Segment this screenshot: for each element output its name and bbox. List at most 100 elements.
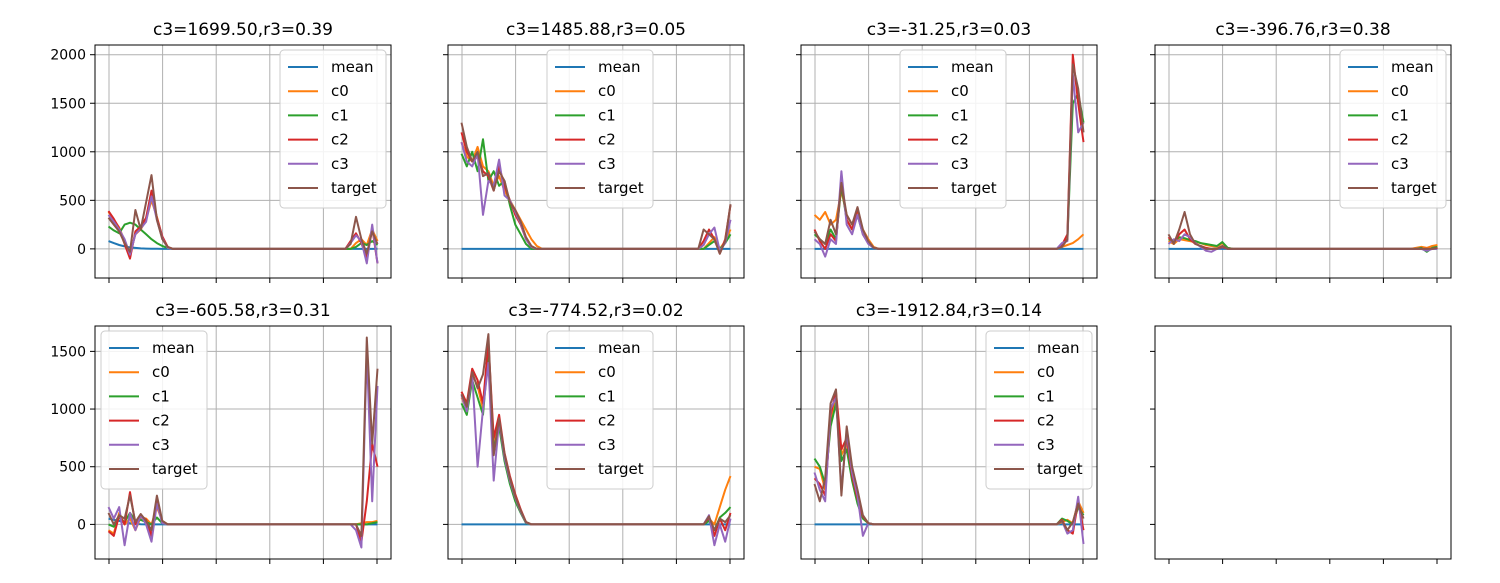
legend-label-mean: mean	[598, 58, 641, 76]
legend-label-target: target	[1391, 179, 1437, 197]
y-tick-label: 0	[77, 517, 86, 533]
legend-label-mean: mean	[1391, 58, 1434, 76]
series-group	[813, 388, 1085, 545]
subplot-title: c3=1699.50,r3=0.39	[153, 20, 333, 40]
legend-label-c2: c2	[331, 131, 349, 149]
legend-label-c0: c0	[331, 82, 349, 100]
legend-label-c1: c1	[598, 387, 616, 405]
subplot-3: c3=-31.25,r3=0.03 mean c0 c1 c2 c3 target	[796, 20, 1098, 283]
y-tick-label: 2000	[50, 48, 86, 64]
legend: mean c0 c1 c2 c3 target	[279, 49, 387, 209]
series-group	[107, 174, 379, 265]
axes-frame	[447, 325, 745, 560]
legend-label-c0: c0	[1391, 82, 1409, 100]
series-line-target	[813, 63, 1085, 250]
axes-frame	[800, 44, 1098, 279]
subplot-title: c3=-396.76,r3=0.38	[1215, 20, 1390, 40]
legend-box	[100, 330, 208, 490]
legend-label-mean: mean	[152, 339, 195, 357]
legend-label-target: target	[598, 460, 644, 478]
legend: mean c0 c1 c2 c3 target	[546, 330, 654, 490]
legend-label-c0: c0	[951, 82, 969, 100]
legend-label-c3: c3	[598, 155, 616, 173]
subplot-1: c3=1699.50,r3=0.39 0 500 1000 1500 2000 mean c0…	[50, 20, 392, 283]
series-line-target	[460, 122, 732, 255]
legend-label-c3: c3	[1391, 155, 1409, 173]
legend-label-c1: c1	[1037, 387, 1055, 405]
subplot-6: c3=-774.52,r3=0.02 mean c0 c1 c2 c3 target	[443, 301, 745, 564]
legend: mean c0 c1 c2 c3 target	[985, 330, 1093, 490]
legend: mean c0 c1 c2 c3 target	[100, 330, 208, 490]
series-line-target	[813, 388, 1085, 532]
legend-label-mean: mean	[331, 58, 374, 76]
legend-label-mean: mean	[598, 339, 641, 357]
subplot-7: c3=-1912.84,r3=0.14 mean c0 c1 c2 c3 target	[796, 301, 1098, 564]
legend-label-c3: c3	[331, 155, 349, 173]
y-tick-label: 1500	[50, 96, 86, 112]
legend: mean c0 c1 c2 c3 target	[1339, 49, 1447, 209]
legend-label-c3: c3	[152, 436, 170, 454]
series-group	[813, 53, 1085, 258]
series-line-c1	[107, 221, 379, 250]
legend-label-target: target	[598, 179, 644, 197]
subplot-8	[1150, 325, 1452, 564]
y-tick-label: 1000	[50, 402, 86, 418]
axes-frame	[94, 325, 392, 560]
series-group	[107, 336, 379, 549]
axes-frame	[94, 44, 392, 279]
legend-label-c2: c2	[598, 131, 616, 149]
subplot-title: c3=-31.25,r3=0.03	[867, 20, 1032, 40]
y-tick-label: 1000	[50, 145, 86, 161]
subplot-2: c3=1485.88,r3=0.05 mean c0 c1 c2 c3 target	[443, 20, 745, 283]
legend-label-target: target	[1037, 460, 1083, 478]
legend-label-c2: c2	[152, 412, 170, 430]
y-tick-label: 1500	[50, 344, 86, 360]
legend-label-c2: c2	[951, 131, 969, 149]
legend-box	[1339, 49, 1447, 209]
legend-label-c1: c1	[951, 106, 969, 124]
y-tick-label: 0	[77, 242, 86, 258]
legend-label-mean: mean	[951, 58, 994, 76]
legend-label-target: target	[331, 179, 377, 197]
legend-label-c0: c0	[1037, 363, 1055, 381]
legend: mean c0 c1 c2 c3 target	[546, 49, 654, 209]
legend-label-c0: c0	[598, 363, 616, 381]
legend-label-c3: c3	[1037, 436, 1055, 454]
subplot-title: c3=-774.52,r3=0.02	[508, 301, 683, 321]
legend-label-c1: c1	[1391, 106, 1409, 124]
legend-box	[546, 49, 654, 209]
series-line-target	[1167, 211, 1438, 250]
legend-box	[279, 49, 387, 209]
legend-label-c2: c2	[1037, 412, 1055, 430]
axes-frame	[800, 325, 1098, 560]
axes-frame	[1154, 325, 1452, 560]
series-line-target	[107, 174, 379, 255]
legend-label-target: target	[152, 460, 198, 478]
axes-frame	[447, 44, 745, 279]
subplot-5: c3=-605.58,r3=0.31 0 500 1000 1500 mean c0 c1 c2…	[50, 301, 392, 564]
legend-label-c1: c1	[152, 387, 170, 405]
y-tick-label: 500	[59, 460, 86, 476]
legend: mean c0 c1 c2 c3 target	[899, 49, 1007, 209]
legend-label-c0: c0	[152, 363, 170, 381]
legend-label-c2: c2	[1391, 131, 1409, 149]
subplot-title: c3=1485.88,r3=0.05	[506, 20, 686, 40]
series-line-target	[107, 336, 379, 537]
series-group	[460, 122, 732, 255]
legend-label-c1: c1	[331, 106, 349, 124]
legend-label-c0: c0	[598, 82, 616, 100]
legend-label-c3: c3	[951, 155, 969, 173]
legend-label-c3: c3	[598, 436, 616, 454]
legend-label-mean: mean	[1037, 339, 1080, 357]
series-line-mean	[108, 240, 378, 250]
legend-box	[985, 330, 1093, 490]
legend-box	[546, 330, 654, 490]
subplot-title: c3=-1912.84,r3=0.14	[856, 301, 1042, 321]
y-tick-label: 500	[59, 193, 86, 209]
series-group	[460, 333, 732, 547]
legend-label-target: target	[951, 179, 997, 197]
series-line-target	[460, 333, 732, 532]
axes-frame	[1154, 44, 1452, 279]
